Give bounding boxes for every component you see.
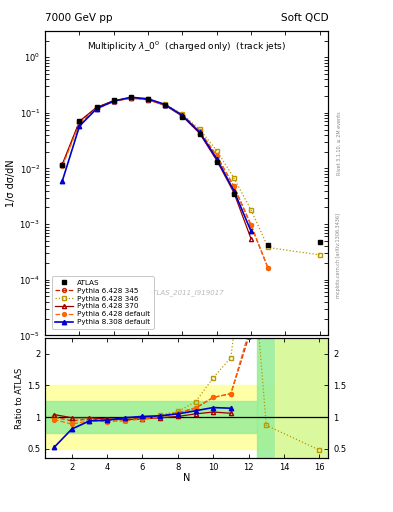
Legend: ATLAS, Pythia 6.428 345, Pythia 6.428 346, Pythia 6.428 370, Pythia 6.428 defaul: ATLAS, Pythia 6.428 345, Pythia 6.428 34… (51, 276, 154, 329)
Text: Multiplicity $\lambda$_0$^0$  (charged only)  (track jets): Multiplicity $\lambda$_0$^0$ (charged on… (87, 40, 286, 54)
Text: ATLAS_2011_I919017: ATLAS_2011_I919017 (149, 289, 224, 296)
Text: Soft QCD: Soft QCD (281, 13, 328, 23)
Text: Rivet 3.1.10, ≥ 2M events: Rivet 3.1.10, ≥ 2M events (336, 112, 341, 175)
Y-axis label: 1/σ dσ/dN: 1/σ dσ/dN (6, 159, 17, 207)
Text: mcplots.cern.ch [arXiv:1306.3436]: mcplots.cern.ch [arXiv:1306.3436] (336, 214, 341, 298)
Y-axis label: Ratio to ATLAS: Ratio to ATLAS (15, 368, 24, 429)
X-axis label: N: N (183, 474, 190, 483)
Text: 7000 GeV pp: 7000 GeV pp (45, 13, 113, 23)
